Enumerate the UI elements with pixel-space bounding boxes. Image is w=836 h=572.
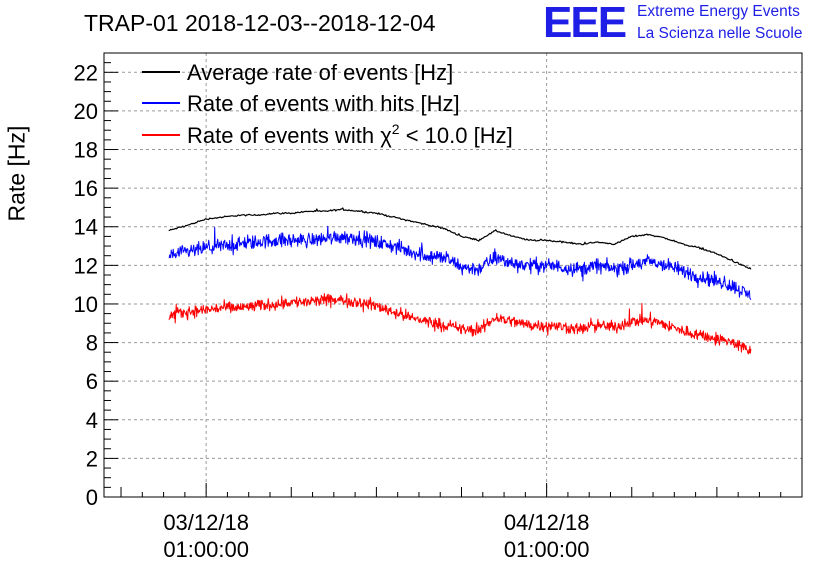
series-line-1 [168,225,752,301]
chart-title: TRAP-01 2018-12-03--2018-12-04 [84,10,436,36]
legend-label-0: Average rate of events [Hz] [187,60,453,85]
y-tick-label: 12 [74,253,98,278]
x-tick-label-date: 04/12/18 [504,510,590,535]
series-group [168,207,752,355]
y-tick-label: 18 [74,138,98,163]
series-line-2 [168,293,752,355]
y-tick-label: 10 [74,292,98,317]
x-tick-label-date: 03/12/18 [163,510,249,535]
legend-label-1: Rate of events with hits [Hz] [187,91,460,116]
plot-frame [103,52,803,498]
y-tick-label: 14 [74,215,98,240]
logo-line-2: La Scienza nelle Scuole [637,25,803,42]
legend-label-2: Rate of events with χ2 < 10.0 [Hz] [187,121,513,148]
y-tick-label: 0 [86,485,98,510]
logo-line-1: Extreme Energy Events [637,3,800,20]
y-tick-label: 16 [74,176,98,201]
x-tick-label-time: 01:00:00 [504,537,590,562]
y-tick-label: 4 [86,408,98,433]
y-tick-label: 6 [86,369,98,394]
y-tick-label: 20 [74,99,98,124]
grid [104,53,802,497]
series-line-0 [168,207,752,270]
axes: 024681012141618202203/12/1801:00:0004/12… [74,52,803,562]
x-tick-label-time: 01:00:00 [163,537,249,562]
eee-logo-mark: EEE [543,0,627,47]
y-tick-label: 2 [86,446,98,471]
y-tick-label: 22 [74,60,98,85]
legend: Average rate of events [Hz] Rate of event… [142,60,513,148]
y-tick-label: 8 [86,331,98,356]
